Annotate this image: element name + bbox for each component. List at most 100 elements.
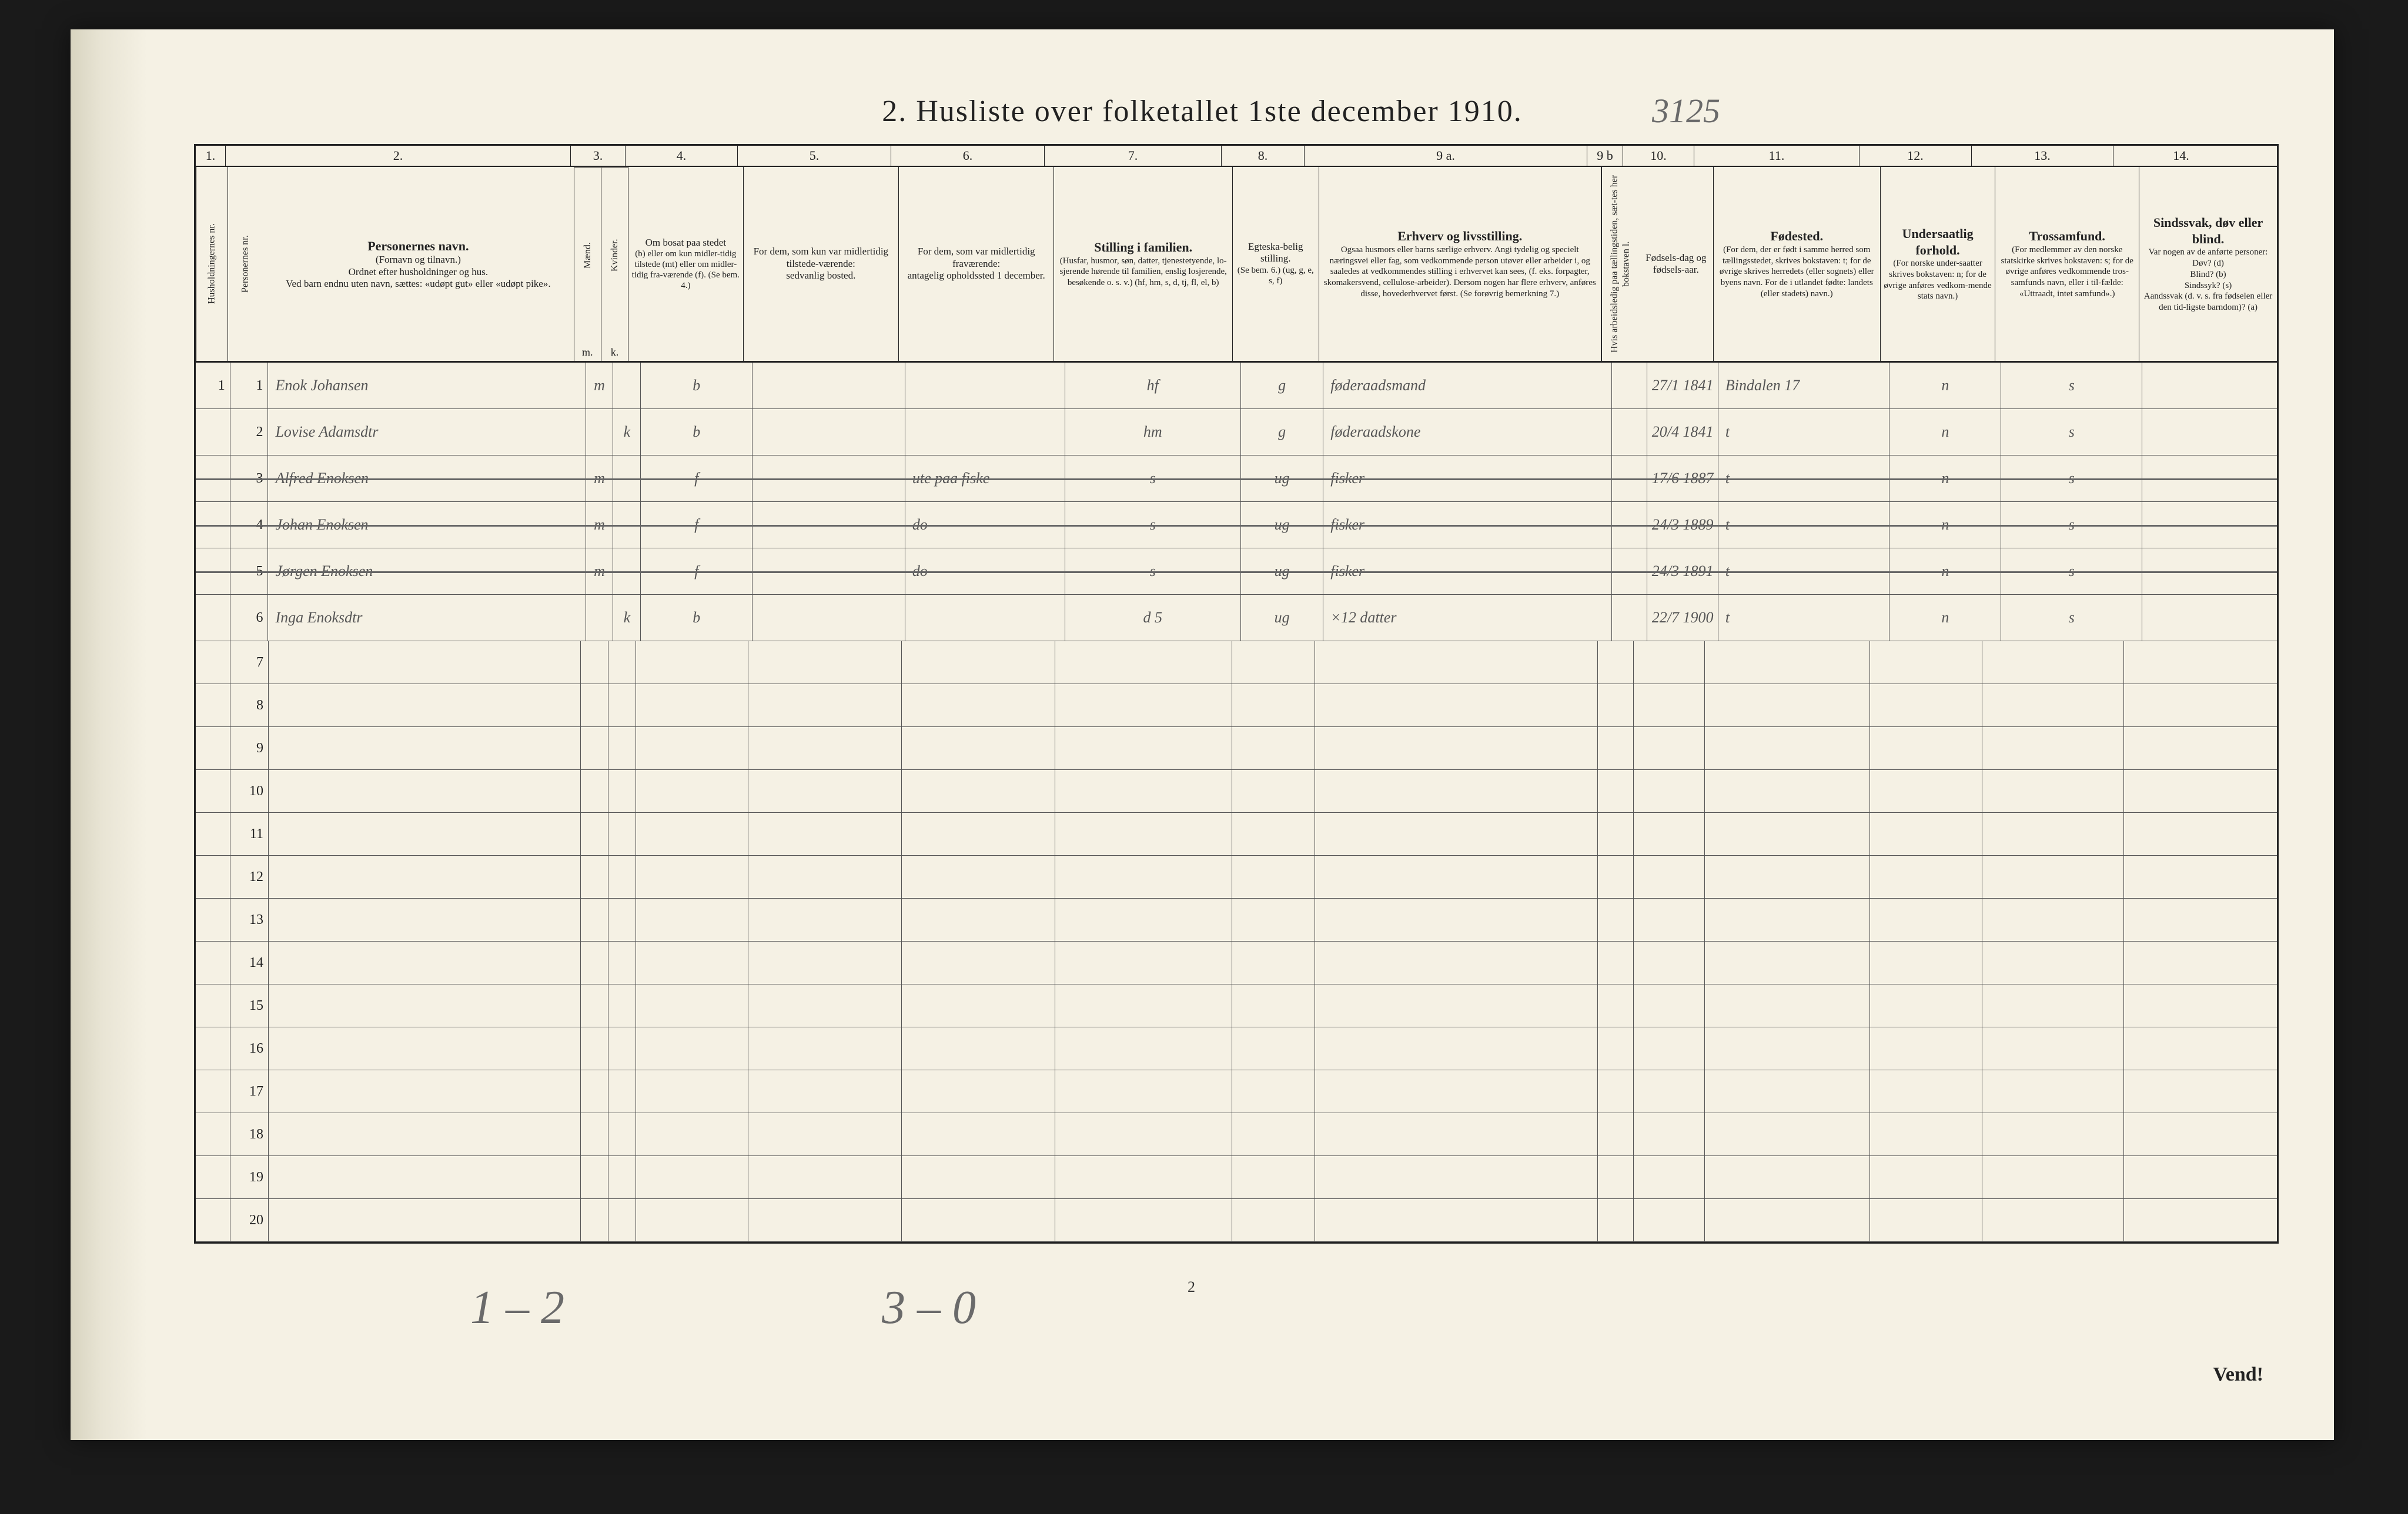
table-cell: ug	[1241, 595, 1323, 641]
table-cell	[1232, 1199, 1315, 1241]
page-title: 2. Husliste over folketallet 1ste decemb…	[71, 94, 2334, 129]
table-cell	[1598, 770, 1634, 812]
table-cell: 8	[230, 684, 269, 726]
hdr-oph-sub: antagelig opholdssted 1 december.	[901, 270, 1051, 282]
table-cell: 20	[230, 1199, 269, 1241]
table-row: 18	[196, 1113, 2277, 1156]
table-cell	[636, 1027, 748, 1070]
table-cell	[608, 684, 636, 726]
table-cell	[613, 548, 641, 594]
table-cell	[1232, 684, 1315, 726]
table-cell	[581, 984, 608, 1027]
table-cell	[581, 856, 608, 898]
annotation-top-right: 3125	[1652, 91, 1720, 130]
table-cell: Bindalen 17	[1718, 363, 1890, 408]
table-cell	[269, 727, 581, 769]
table-cell: 4	[230, 502, 269, 548]
table-cell	[196, 942, 230, 984]
table-cell: 12	[230, 856, 269, 898]
table-cell	[1055, 770, 1232, 812]
table-cell	[608, 1199, 636, 1241]
table-cell: b	[641, 363, 752, 408]
table-cell	[1870, 1199, 1982, 1241]
hdr-oph-title: For dem, som var midlertidig fraværende:	[901, 246, 1051, 270]
table-cell	[1232, 984, 1315, 1027]
table-cell: 9	[230, 727, 269, 769]
table-cell	[1232, 1156, 1315, 1198]
table-cell: n	[1889, 409, 2001, 455]
table-cell	[581, 813, 608, 855]
table-cell	[1315, 684, 1598, 726]
table-cell	[1870, 684, 1982, 726]
column-number-row: 1. 2. 3. 4. 5. 6. 7. 8. 9 a. 9 b 10. 11.…	[196, 146, 2277, 167]
table-cell: t	[1718, 409, 1890, 455]
table-cell	[1315, 1113, 1598, 1155]
hdr-arbeidsledig: Hvis arbeidsledig paa tællingstiden, sæt…	[1601, 167, 1639, 361]
hdr-und-sub: (For norske under-saatter skrives boksta…	[1883, 258, 1993, 302]
table-row: 16	[196, 1027, 2277, 1070]
table-cell	[581, 684, 608, 726]
table-cell	[1870, 1027, 1982, 1070]
table-cell	[752, 548, 905, 594]
table-cell	[1982, 727, 2124, 769]
hdr-bosat-title: Om bosat paa stedet	[631, 237, 741, 249]
table-cell: 13	[230, 899, 269, 941]
table-cell: d 5	[1065, 595, 1241, 641]
table-cell	[608, 641, 636, 684]
table-cell	[636, 984, 748, 1027]
colnum-12: 12.	[1859, 146, 1972, 166]
table-row: 15	[196, 984, 2277, 1027]
table-cell	[1982, 1113, 2124, 1155]
table-cell	[196, 502, 230, 548]
table-cell	[636, 770, 748, 812]
hdr-maend: Mænd.	[574, 167, 601, 343]
table-cell	[1634, 684, 1705, 726]
table-cell	[1870, 641, 1982, 684]
table-cell: føderaadsmand	[1323, 363, 1612, 408]
colnum-13: 13.	[1972, 146, 2113, 166]
table-cell: 10	[230, 770, 269, 812]
table-cell	[636, 684, 748, 726]
table-cell	[1315, 770, 1598, 812]
table-cell	[1982, 813, 2124, 855]
annotation-bottom-2: 3 – 0	[882, 1281, 976, 1335]
foot-page-number: 2	[1188, 1278, 1195, 1296]
table-cell	[1598, 813, 1634, 855]
hdr-personnr: Personernes nr.	[228, 167, 263, 361]
table-cell: 20/4 1841	[1647, 409, 1718, 455]
hdr-m: m.	[574, 343, 601, 361]
table-cell	[1055, 727, 1232, 769]
table-row: 7	[196, 641, 2277, 684]
table-cell	[1634, 856, 1705, 898]
table-cell	[196, 595, 230, 641]
hdr-navn: Personernes navn. (Fornavn og tilnavn.) …	[263, 167, 574, 361]
table-cell	[1634, 1027, 1705, 1070]
table-cell: hf	[1065, 363, 1241, 408]
hdr-sind-sub: Var nogen av de anførte personer: Døv? (…	[2142, 247, 2275, 313]
table-cell: n	[1889, 363, 2001, 408]
table-cell	[1705, 1199, 1870, 1241]
table-cell	[608, 813, 636, 855]
table-cell	[1870, 813, 1982, 855]
table-cell	[902, 813, 1055, 855]
table-cell	[196, 1113, 230, 1155]
table-cell	[1634, 1156, 1705, 1198]
hdr-sedv-sub: sedvanlig bosted.	[746, 270, 896, 282]
table-cell: 7	[230, 641, 269, 684]
table-cell: fisker	[1323, 455, 1612, 501]
table-cell: g	[1241, 409, 1323, 455]
table-cell	[581, 1156, 608, 1198]
table-cell	[2124, 1027, 2259, 1070]
table-cell	[902, 1199, 1055, 1241]
table-cell	[2124, 1199, 2259, 1241]
table-cell	[1982, 984, 2124, 1027]
table-cell	[2142, 595, 2277, 641]
table-cell	[1705, 942, 1870, 984]
hdr-opholdssted: For dem, som var midlertidig fraværende:…	[899, 167, 1054, 361]
table-cell	[196, 1027, 230, 1070]
table-cell	[613, 363, 641, 408]
table-cell	[608, 942, 636, 984]
hdr-fs-title: Fødested.	[1716, 228, 1878, 244]
table-cell	[1982, 1199, 2124, 1241]
table-cell: ute paa fiske	[905, 455, 1065, 501]
